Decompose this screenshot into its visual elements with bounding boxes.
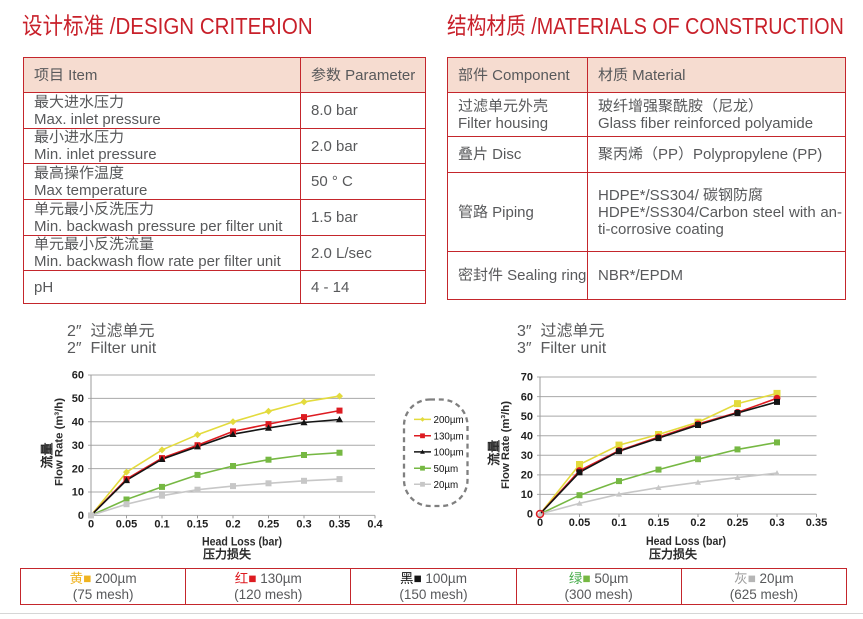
svg-text:40: 40 [72,417,84,429]
svg-text:0.05: 0.05 [569,517,590,529]
svg-text:200µm: 200µm [434,415,464,426]
svg-text:0.05: 0.05 [116,519,137,531]
svg-text:压力损失: 压力损失 [649,548,697,562]
svg-text:10: 10 [72,487,84,499]
svg-text:0.2: 0.2 [225,519,240,531]
svg-text:0.35: 0.35 [329,519,350,531]
svg-text:0.3: 0.3 [769,517,784,529]
svg-text:Head Loss (bar): Head Loss (bar) [202,535,282,549]
svg-text:0: 0 [537,517,543,529]
svg-text:20µm: 20µm [434,480,459,491]
svg-text:60: 60 [521,391,533,403]
svg-text:50: 50 [72,393,84,405]
svg-text:流量: 流量 [487,440,502,466]
svg-text:0: 0 [78,510,84,522]
svg-text:0.3: 0.3 [296,519,311,531]
svg-text:0.1: 0.1 [154,519,169,531]
svg-text:0.4: 0.4 [367,519,383,531]
svg-text:0: 0 [88,519,94,531]
svg-text:100µm: 100µm [434,448,464,459]
svg-text:0: 0 [527,509,533,521]
svg-text:0.2: 0.2 [690,517,705,529]
svg-text:0.15: 0.15 [187,519,208,531]
svg-text:50: 50 [521,411,533,423]
svg-text:0.25: 0.25 [258,519,279,531]
svg-text:50µm: 50µm [434,464,459,475]
svg-text:Head Loss (bar): Head Loss (bar) [646,534,726,548]
svg-text:10: 10 [521,489,533,501]
svg-text:0.25: 0.25 [727,517,748,529]
svg-text:0.15: 0.15 [648,517,669,529]
svg-text:130µm: 130µm [434,432,464,443]
svg-text:30: 30 [72,440,84,452]
svg-text:70: 70 [521,372,533,384]
svg-text:60: 60 [72,370,84,382]
svg-text:20: 20 [521,470,533,482]
svg-text:Flow Rate (m³/h): Flow Rate (m³/h) [500,401,512,489]
svg-text:40: 40 [521,430,533,442]
svg-text:30: 30 [521,450,533,462]
svg-text:Flow Rate (m³/h): Flow Rate (m³/h) [54,398,66,486]
svg-text:压力损失: 压力损失 [203,548,251,562]
svg-text:流量: 流量 [40,443,55,469]
svg-text:0.1: 0.1 [611,517,626,529]
svg-text:20: 20 [72,463,84,475]
svg-text:0.35: 0.35 [806,517,827,529]
